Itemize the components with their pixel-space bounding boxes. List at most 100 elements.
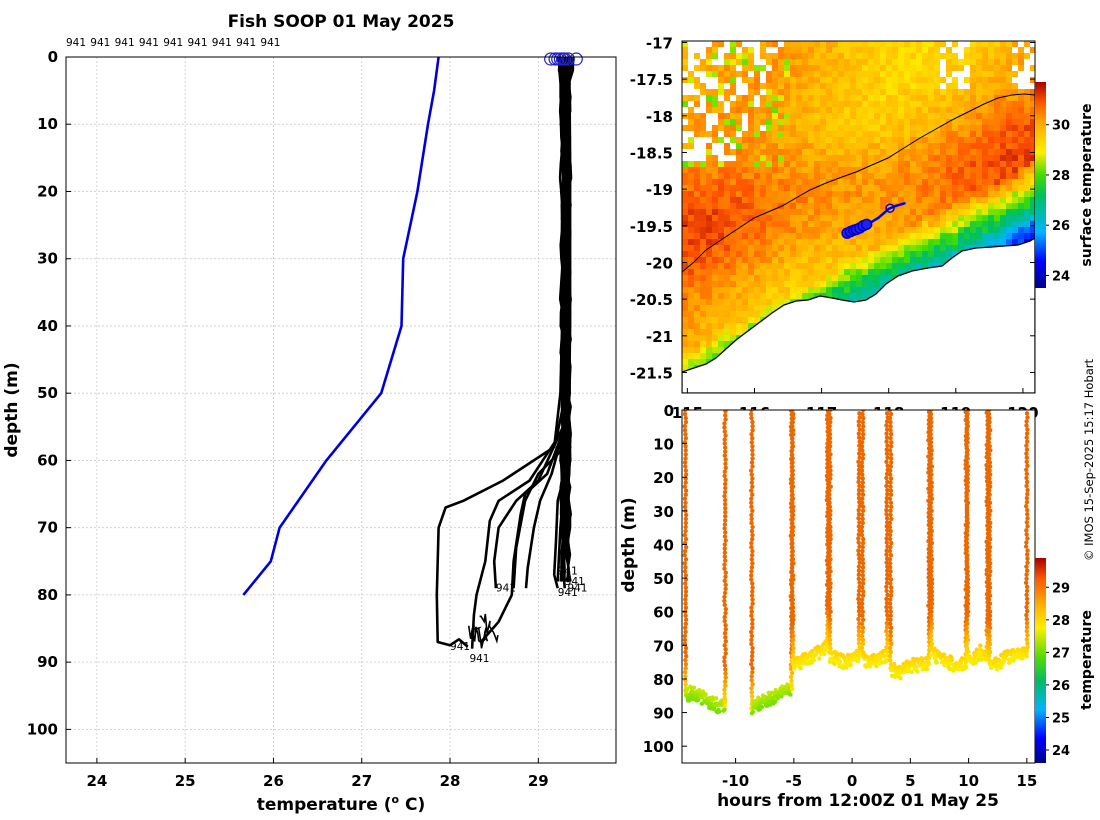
sst-cell [742, 65, 749, 72]
sst-cell [694, 41, 701, 48]
sst-cell [688, 59, 695, 66]
sst-cell [988, 131, 995, 138]
sst-cell [766, 239, 773, 246]
sst-cell [964, 191, 971, 198]
sst-cell [736, 89, 743, 96]
section-point [929, 484, 934, 489]
sst-cell [736, 131, 743, 138]
section-point [909, 669, 914, 675]
sst-cell [952, 173, 959, 180]
sst-cell [856, 59, 863, 66]
section-point [827, 540, 833, 546]
sst-cell [964, 203, 971, 210]
sst-cell [844, 149, 851, 156]
sst-cell [928, 233, 935, 240]
sst-cell [874, 269, 881, 276]
sst-cell [988, 59, 995, 66]
sst-cell [1018, 71, 1025, 78]
sst-cell [934, 173, 941, 180]
sst-cell [970, 155, 977, 162]
sst-cell [994, 83, 1001, 90]
section-point [722, 631, 728, 636]
sst-cell [922, 143, 929, 150]
y-tick-label: 50 [37, 384, 58, 402]
sst-cell [718, 191, 725, 198]
sst-cell [730, 143, 737, 150]
section-point [929, 585, 934, 590]
sst-cell [928, 167, 935, 174]
sst-cell [706, 83, 713, 90]
sst-cell [922, 59, 929, 66]
sst-cell [784, 95, 791, 102]
section-point [860, 492, 866, 497]
sst-cell [784, 215, 791, 222]
sst-cell [928, 77, 935, 84]
sst-cell [970, 179, 977, 186]
section-point [860, 577, 866, 582]
section-point [928, 440, 934, 445]
sst-cell [682, 203, 689, 210]
sst-cell [1000, 179, 1007, 186]
sst-cell [928, 191, 935, 198]
sst-cell [820, 287, 827, 294]
sst-cell [856, 95, 863, 102]
sst-cell [946, 179, 953, 186]
sst-cell [712, 41, 719, 48]
sst-cell [754, 89, 761, 96]
sst-cell [688, 287, 695, 294]
section-point [929, 569, 934, 574]
sst-cell [748, 287, 755, 294]
sst-cell [928, 119, 935, 126]
sst-cell [952, 77, 959, 84]
sst-cell [700, 83, 707, 90]
sst-cell [892, 191, 899, 198]
section-point [749, 694, 755, 699]
sst-cell [778, 251, 785, 258]
sst-cell [892, 71, 899, 78]
section-point [827, 577, 832, 582]
sst-cell [958, 221, 965, 228]
sst-cell [886, 53, 893, 60]
section-point [867, 664, 873, 669]
section-point [723, 622, 728, 628]
sst-cell [982, 143, 989, 150]
sst-cell [766, 137, 773, 144]
sst-cell [706, 221, 713, 228]
section-point [928, 410, 933, 413]
sst-cell [838, 143, 845, 150]
sst-cell [700, 359, 707, 366]
sst-cell [850, 263, 857, 270]
sst-cell [1006, 143, 1013, 150]
section-point [856, 624, 862, 630]
sst-cell [814, 215, 821, 222]
sst-cell [784, 155, 791, 162]
sst-cell [1024, 131, 1031, 138]
sst-cell [700, 269, 707, 276]
sst-cell [682, 215, 689, 222]
sst-cell [880, 281, 887, 288]
section-point [750, 476, 755, 481]
sst-cell [880, 131, 887, 138]
sst-cell [946, 113, 953, 120]
sst-cell [778, 155, 785, 162]
sst-cell [850, 221, 857, 228]
sst-cell [760, 95, 767, 102]
sst-cell [784, 239, 791, 246]
sst-cell [904, 47, 911, 54]
section-point [860, 436, 866, 441]
sst-cell [808, 227, 815, 234]
sst-cell [988, 191, 995, 198]
sst-cell [718, 107, 725, 114]
sst-cell [766, 143, 773, 150]
sst-cell [688, 47, 695, 54]
sst-cell [724, 131, 731, 138]
sst-cell [778, 41, 785, 48]
sst-cell [904, 77, 911, 84]
sst-cell [724, 83, 731, 90]
section-point [929, 508, 934, 514]
sst-cell [808, 167, 815, 174]
map-y-tick-label: -19.5 [630, 218, 673, 236]
sst-cell [880, 251, 887, 258]
sst-cell [868, 185, 875, 192]
